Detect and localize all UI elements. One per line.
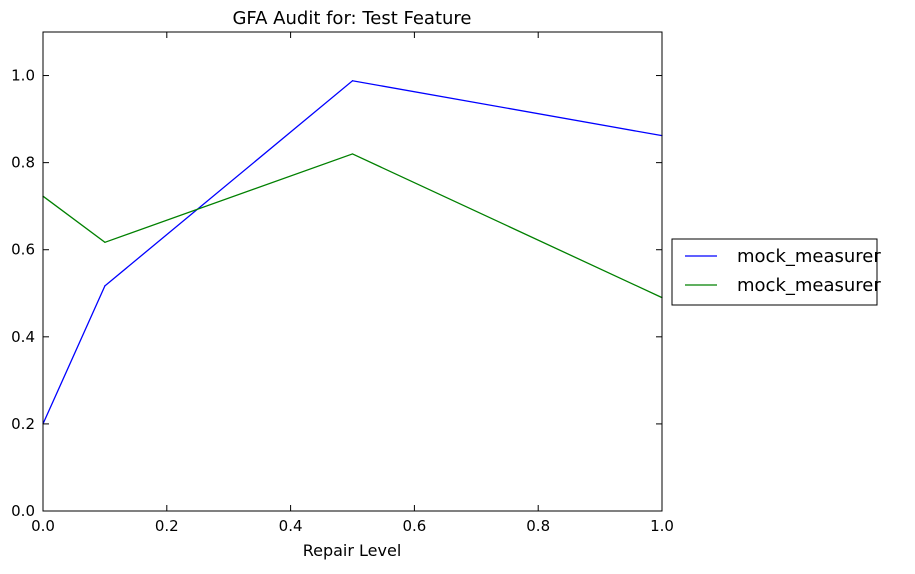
data-point-series-2-2 (104, 241, 106, 243)
y-tick-label: 0.0 (11, 502, 35, 520)
series-line-2 (42, 153, 663, 299)
x-tick-label: 0.0 (31, 517, 55, 535)
y-tick-label: 0.6 (11, 241, 35, 259)
y-tick-label: 0.8 (11, 154, 35, 172)
y-tick-label: 0.2 (11, 415, 35, 433)
x-tick-label: 0.8 (526, 517, 550, 535)
legend: mock_measurer mock_measurer (671, 238, 881, 306)
legend-label-2: mock_measurer (737, 275, 881, 296)
x-tick-label: 0.4 (279, 517, 303, 535)
x-tick-label: 0.6 (402, 517, 426, 535)
legend-label-1: mock_measurer (737, 246, 881, 267)
y-tick-label: 1.0 (11, 67, 35, 85)
ticks-layer: 0.0 0.2 0.4 0.6 0.8 1.0 0.0 0.2 0.4 0.6 0.8 1.0 (11, 32, 674, 535)
y-tick-label: 0.4 (11, 328, 35, 346)
data-point-series-1-3 (351, 80, 354, 82)
data-point-series-1-2 (104, 285, 106, 287)
data-point-series-2-3 (351, 153, 354, 155)
x-tick-label: 0.2 (155, 517, 179, 535)
x-tick-label: 1.0 (650, 517, 674, 535)
series-line-1 (42, 80, 663, 425)
legend-box (671, 238, 878, 306)
legend-items: mock_measurer mock_measurer (685, 246, 881, 296)
plot-frame (42, 31, 663, 512)
chart-title: GFA Audit for: Test Feature (232, 8, 471, 29)
x-axis-label: Repair Level (303, 541, 402, 560)
series-layer (42, 80, 663, 425)
